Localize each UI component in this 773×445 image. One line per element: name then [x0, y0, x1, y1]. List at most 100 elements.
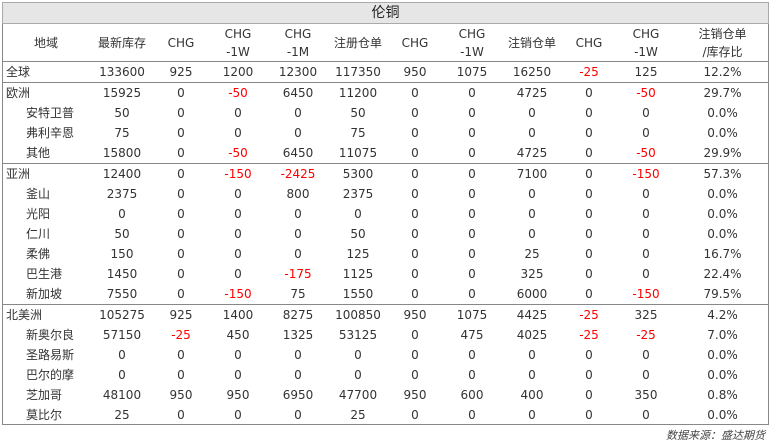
table-cell: 0: [294, 408, 302, 422]
table-cell: 0: [468, 106, 476, 120]
column-header-line1: 地域: [33, 35, 58, 50]
table-row: 新奥尔良 57150 -25 450 1325 53125 0 475 4025 -25 -25 7.…: [2, 325, 769, 345]
table-row: 弗利辛恩 75 0 0 0 75 0 0 0 0 0 0.0%: [2, 123, 769, 143]
row-label: 全球: [6, 65, 31, 79]
table-cell: 0: [642, 247, 650, 261]
table-cell: 22.4%: [703, 267, 742, 281]
column-header: 注册仓单: [328, 24, 388, 62]
table-cell: 0: [234, 408, 242, 422]
table-cell: 400: [520, 388, 544, 402]
row-label: 釜山: [26, 187, 51, 201]
header-row: 地域 最新库存 CHG CHG -1W CHG -1M 注册仓单 CHG CHG -1W 注销仓单 CH…: [2, 24, 769, 62]
column-header-line1: CHG: [167, 35, 195, 50]
table-cell: 12400: [90, 163, 154, 184]
column-header-line1: CHG: [632, 26, 660, 41]
table-cell: 125: [346, 247, 370, 261]
column-header-line2: -1M: [286, 44, 310, 59]
table-cell: 0: [388, 82, 442, 103]
table-cell: 0: [562, 82, 616, 103]
table-cell: 0: [585, 388, 593, 402]
table-cell: 4725: [516, 146, 548, 160]
column-header-line1: 注册仓单: [333, 35, 382, 50]
table-cell: 0: [411, 408, 419, 422]
table-cell: 7.0%: [707, 328, 738, 342]
table-cell: 0: [528, 207, 536, 221]
table-cell: 0: [642, 126, 650, 140]
table-cell: 75: [350, 126, 366, 140]
table-cell: 7550: [106, 287, 138, 301]
table-row: 亚洲 12400 0 -150 -2425 5300 0 0 7100 0 -150 57.3%: [2, 163, 769, 184]
table-cell: -150: [632, 287, 660, 301]
table-cell: 0: [234, 207, 242, 221]
table-cell: 0: [468, 187, 476, 201]
column-header-line1: 最新库存: [97, 35, 146, 50]
table-cell: 0: [468, 146, 476, 160]
table-cell: 0: [234, 187, 242, 201]
table-cell: 0: [118, 207, 126, 221]
table-cell: -50: [616, 82, 676, 103]
table-cell: 0: [585, 106, 593, 120]
table-cell: 125: [634, 65, 658, 79]
table-cell: -150: [616, 163, 676, 184]
table-cell: 0: [388, 163, 442, 184]
table-cell: 0: [468, 247, 476, 261]
row-label: 新加坡: [26, 287, 63, 301]
table-cell: 0: [585, 287, 593, 301]
table-cell: 0: [118, 348, 126, 362]
table-cell: 0: [177, 187, 185, 201]
table-cell: 0: [585, 247, 593, 261]
table-cell: 325: [616, 304, 676, 325]
column-header: CHG -1W: [616, 24, 676, 62]
row-label: 其他: [26, 146, 51, 160]
table-cell: 0: [354, 368, 362, 382]
table-cell: 6450: [268, 82, 328, 103]
table-cell: 0: [642, 106, 650, 120]
table-cell: 50: [350, 106, 366, 120]
table-row: 欧洲 15925 0 -50 6450 11200 0 0 4725 0 -50 29.7%: [2, 82, 769, 103]
table-cell: 0: [642, 267, 650, 281]
table-cell: 1325: [282, 328, 314, 342]
table-cell: 325: [520, 267, 544, 281]
table-cell: 0.0%: [707, 126, 738, 140]
table-cell: 0: [411, 348, 419, 362]
table-cell: 0: [234, 348, 242, 362]
table-row: 釜山 2375 0 0 800 2375 0 0 0 0 0 0.0%: [2, 184, 769, 204]
column-header-line2: -1W: [634, 44, 658, 59]
table-cell: 0: [177, 106, 185, 120]
table-row: 全球 133600 925 1200 12300 117350 950 1075 16250 -2…: [2, 62, 769, 83]
column-header: CHG: [562, 24, 616, 62]
table-cell: 25: [114, 408, 130, 422]
table-cell: 0: [154, 163, 208, 184]
table-row: 新加坡 7550 0 -150 75 1550 0 0 6000 0 -150 79.5%: [2, 284, 769, 305]
table-cell: 0: [294, 368, 302, 382]
table-cell: 0: [411, 187, 419, 201]
table-cell: 0: [354, 207, 362, 221]
table-cell: 0: [234, 227, 242, 241]
table-cell: 0: [234, 247, 242, 261]
table-cell: 0: [411, 227, 419, 241]
table-cell: 0: [585, 207, 593, 221]
column-header-line1: CHG: [458, 26, 486, 41]
table-cell: 0: [177, 207, 185, 221]
table-cell: 105275: [90, 304, 154, 325]
table-cell: 0: [177, 287, 185, 301]
column-header-line1: 注销仓单: [507, 35, 556, 50]
row-label: 柔佛: [26, 247, 51, 261]
table-cell: 16250: [512, 65, 552, 79]
table-cell: 8275: [268, 304, 328, 325]
table-cell: 0: [177, 146, 185, 160]
table-cell: 0: [585, 267, 593, 281]
table-cell: 1075: [442, 304, 502, 325]
table-cell: 0: [528, 106, 536, 120]
table-cell: 5300: [328, 163, 388, 184]
table-cell: 1550: [342, 287, 374, 301]
table-row: 芝加哥 48100 950 950 6950 47700 950 600 400 0 350 0.8%: [2, 385, 769, 405]
column-header: 地域: [2, 24, 90, 62]
table-cell: 25: [524, 247, 540, 261]
table-cell: 2375: [342, 187, 374, 201]
table-cell: 0: [642, 368, 650, 382]
table-cell: 925: [169, 65, 193, 79]
table-cell: 0: [642, 227, 650, 241]
table-cell: 0: [177, 408, 185, 422]
